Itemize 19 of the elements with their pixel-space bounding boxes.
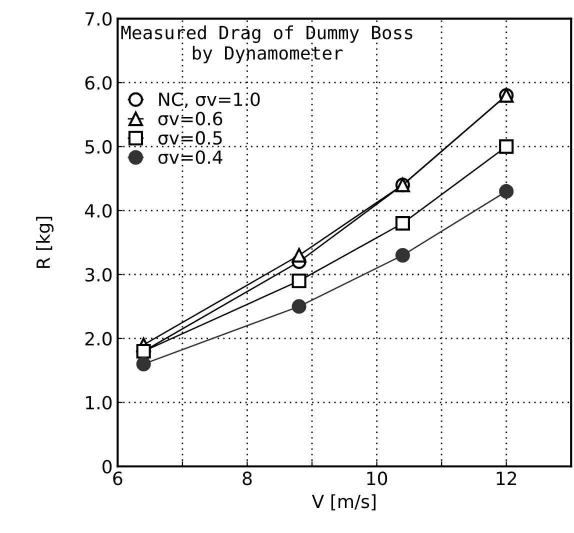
y-tick-label: 1.0 bbox=[86, 396, 112, 410]
x-tick-label: 10 bbox=[367, 472, 388, 486]
y-tick-label: 7.0 bbox=[86, 12, 112, 26]
x-tick-label: 8 bbox=[242, 472, 252, 486]
y-axis-title: R [kg] bbox=[36, 216, 54, 268]
x-tick-label: 6 bbox=[113, 472, 122, 486]
text: Measured Drag of Dummy Boss by Dynamometer bbox=[121, 25, 412, 64]
y-tick-label: 0 bbox=[102, 460, 112, 474]
y-tick-label: 4.0 bbox=[84, 204, 112, 218]
legend-label: NC, σv=1.0 bbox=[159, 92, 260, 108]
y-tick-label: 6.0 bbox=[85, 76, 112, 90]
x-axis-title: V [m/s] bbox=[312, 494, 376, 510]
y-tick-label: 2.0 bbox=[85, 332, 112, 346]
legend-label: σv=0.5 bbox=[158, 131, 222, 145]
y-tick-label: 3.0 bbox=[85, 268, 112, 282]
legend-label: σv=0.6 bbox=[158, 112, 222, 126]
x-tick-label: 12 bbox=[496, 472, 516, 485]
legend-label: σv=0.4 bbox=[158, 150, 222, 164]
y-tick-label: 5.0 bbox=[85, 140, 112, 154]
